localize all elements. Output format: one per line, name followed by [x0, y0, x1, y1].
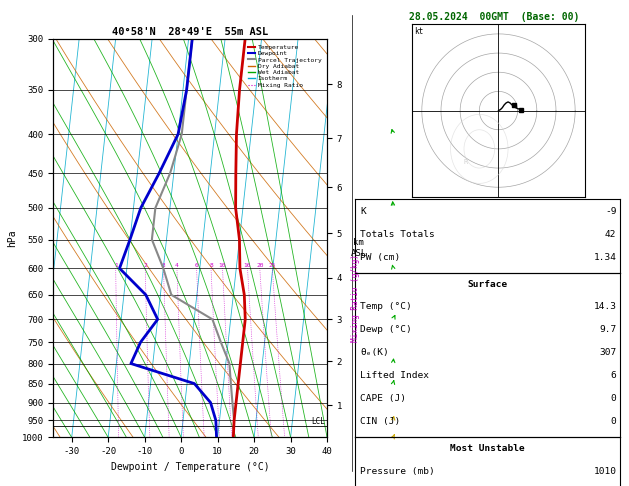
Text: 6: 6 [611, 371, 616, 380]
Text: 307: 307 [599, 348, 616, 357]
Text: 16: 16 [244, 263, 251, 268]
Text: Dewp (°C): Dewp (°C) [360, 325, 412, 334]
Text: 14.3: 14.3 [593, 302, 616, 312]
Text: Pressure (mb): Pressure (mb) [360, 467, 435, 476]
Text: 1010: 1010 [593, 467, 616, 476]
Text: 28.05.2024  00GMT  (Base: 00): 28.05.2024 00GMT (Base: 00) [409, 12, 579, 22]
Text: Totals Totals: Totals Totals [360, 230, 435, 239]
Text: 25: 25 [269, 263, 276, 268]
Text: Surface: Surface [467, 279, 508, 289]
Text: kt: kt [414, 27, 423, 36]
Text: LCL: LCL [311, 417, 325, 426]
Text: Lifted Index: Lifted Index [360, 371, 430, 380]
Text: Mixing Ratio (g/kg): Mixing Ratio (g/kg) [351, 254, 360, 342]
Text: 20: 20 [256, 263, 264, 268]
Text: 8: 8 [209, 263, 213, 268]
Text: CIN (J): CIN (J) [360, 417, 401, 426]
Y-axis label: km
ASL: km ASL [351, 238, 367, 258]
Text: 3: 3 [162, 263, 165, 268]
Title: 40°58'N  28°49'E  55m ASL: 40°58'N 28°49'E 55m ASL [112, 27, 269, 37]
Text: -9: -9 [605, 208, 616, 216]
Text: 1: 1 [114, 263, 118, 268]
Text: CAPE (J): CAPE (J) [360, 394, 406, 403]
Text: 9.7: 9.7 [599, 325, 616, 334]
Text: K: K [360, 208, 366, 216]
Text: 4: 4 [175, 263, 179, 268]
Text: 10: 10 [219, 263, 226, 268]
Text: Temp (°C): Temp (°C) [360, 302, 412, 312]
Text: 1.34: 1.34 [593, 253, 616, 262]
Text: R: R [464, 159, 468, 165]
Text: 6: 6 [195, 263, 199, 268]
X-axis label: Dewpoint / Temperature (°C): Dewpoint / Temperature (°C) [111, 462, 270, 472]
Legend: Temperature, Dewpoint, Parcel Trajectory, Dry Adiabat, Wet Adiabat, Isotherm, Mi: Temperature, Dewpoint, Parcel Trajectory… [245, 42, 324, 90]
Text: θₑ(K): θₑ(K) [360, 348, 389, 357]
Text: 0: 0 [611, 394, 616, 403]
Text: PW (cm): PW (cm) [360, 253, 401, 262]
Y-axis label: hPa: hPa [7, 229, 17, 247]
Text: 0: 0 [611, 417, 616, 426]
Text: 42: 42 [605, 230, 616, 239]
Text: Most Unstable: Most Unstable [450, 444, 525, 453]
Text: 2: 2 [143, 263, 147, 268]
